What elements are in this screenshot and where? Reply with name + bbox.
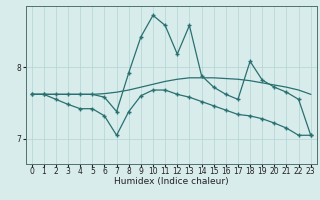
X-axis label: Humidex (Indice chaleur): Humidex (Indice chaleur) bbox=[114, 177, 228, 186]
